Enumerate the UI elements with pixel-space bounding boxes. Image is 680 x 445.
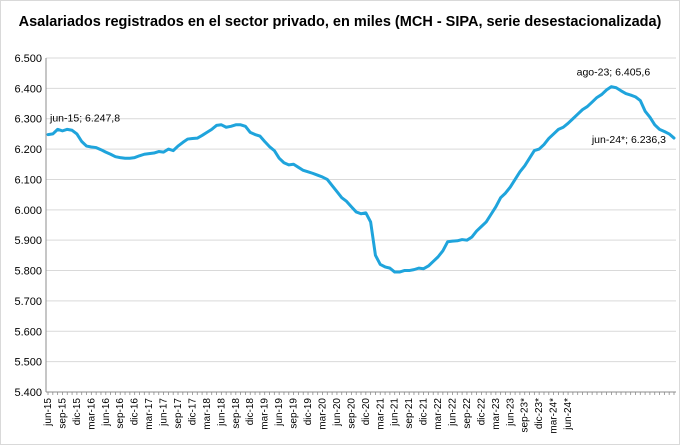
x-tick-label: dic-23* — [534, 398, 545, 429]
data-label: ago-23; 6.405,6 — [577, 67, 651, 79]
x-tick-label: sep-17 — [173, 398, 184, 429]
x-tick-label: sep-19 — [289, 398, 300, 429]
x-axis-ticks: jun-15 sep-15 dic-15 mar-16 jun-16 sep-16 dic-… — [43, 398, 574, 434]
x-tick-label: dic-15 — [72, 398, 83, 426]
plot-series — [46, 85, 676, 274]
x-tick-label: sep-21 — [404, 398, 415, 429]
chart-title: Asalariados registrados en el sector pri… — [18, 14, 662, 30]
x-tick-label: sep-23* — [520, 398, 531, 433]
y-tick-label: 6.400 — [14, 83, 42, 95]
x-tick-label: dic-22 — [476, 398, 487, 426]
y-tick-label: 5.600 — [14, 326, 42, 338]
y-tick-label: 6.500 — [14, 53, 42, 65]
x-tick-label: jun-15 — [43, 398, 54, 427]
x-tick-label: dic-19 — [303, 398, 314, 426]
x-tick-label: jun-17 — [159, 398, 170, 427]
y-axis-ticks: 5.400 5.500 5.600 5.700 5.800 5.900 6.000 6.100… — [14, 53, 42, 399]
y-tick-label: 5.700 — [14, 296, 42, 308]
x-tick-label: mar-19 — [260, 398, 271, 430]
x-tick-label: dic-21 — [419, 398, 430, 426]
x-tick-label: sep-18 — [231, 398, 242, 429]
y-tick-label: 5.400 — [14, 387, 42, 399]
x-tick-label: jun-23 — [505, 398, 516, 427]
y-tick-label: 6.100 — [14, 174, 42, 186]
x-tick-label: mar-23 — [491, 398, 502, 430]
x-tick-label: mar-16 — [86, 398, 97, 430]
x-tick-label: jun-18 — [216, 398, 227, 427]
grid-lines — [46, 57, 676, 363]
x-tick-label: dic-17 — [187, 398, 198, 426]
x-tick-label: jun-21 — [390, 398, 401, 427]
annotations: jun-15; 6.247,8 ago-23; 6.405,6 jun-24*; 6… — [49, 67, 666, 146]
x-tick-label: dic-20 — [361, 398, 372, 426]
x-tick-label: jun-19 — [274, 398, 285, 427]
series-line — [46, 85, 676, 274]
x-tick-label: mar-18 — [202, 398, 213, 430]
data-label: jun-15; 6.247,8 — [49, 113, 120, 125]
x-tick-label: sep-22 — [462, 398, 473, 429]
x-tick-label: jun-24* — [563, 398, 574, 431]
y-tick-label: 5.900 — [14, 235, 42, 247]
x-tick-label: mar-24* — [549, 398, 560, 434]
x-tick-label: sep-15 — [57, 398, 68, 429]
x-tick-label: mar-17 — [144, 398, 155, 430]
axes — [45, 58, 676, 395]
x-tick-label: mar-20 — [317, 398, 328, 430]
data-label: jun-24*; 6.236,3 — [591, 134, 666, 146]
x-tick-label: mar-21 — [375, 398, 386, 430]
x-tick-label: sep-20 — [346, 398, 357, 429]
x-tick-label: sep-16 — [115, 398, 126, 429]
x-tick-label: jun-20 — [332, 398, 343, 427]
x-tick-label: dic-18 — [245, 398, 256, 426]
x-tick-label: mar-22 — [433, 398, 444, 430]
y-tick-label: 6.000 — [14, 205, 42, 217]
x-tick-label: jun-16 — [101, 398, 112, 427]
y-tick-label: 6.200 — [14, 144, 42, 156]
y-tick-label: 6.300 — [14, 114, 42, 126]
y-tick-label: 5.800 — [14, 266, 42, 278]
x-tick-label: dic-16 — [130, 398, 141, 426]
y-tick-label: 5.500 — [14, 357, 42, 369]
x-tick-label: jun-22 — [447, 398, 458, 427]
